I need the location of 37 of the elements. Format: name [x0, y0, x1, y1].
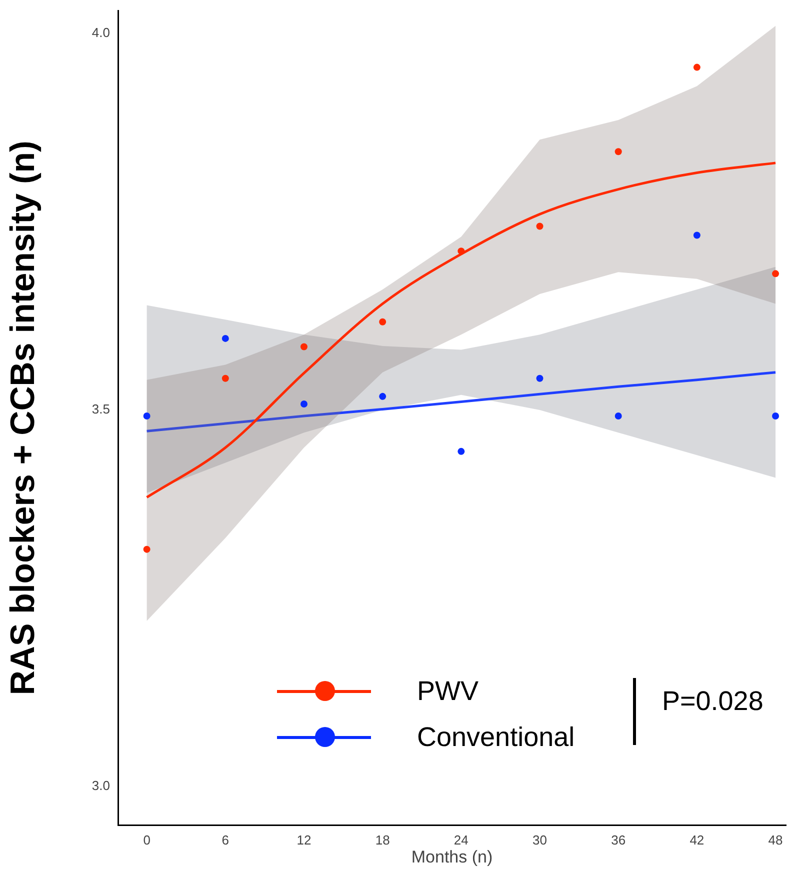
line-series — [146, 162, 777, 499]
point — [143, 546, 150, 553]
point — [772, 270, 780, 278]
x-tick-label: 18 — [375, 832, 390, 848]
x-tick-label: 6 — [222, 832, 230, 848]
point — [458, 248, 465, 255]
point — [379, 318, 386, 326]
point — [222, 374, 229, 382]
point — [614, 148, 622, 156]
y-axis-title: RAS blockers + CCBs intensity (n) — [4, 140, 42, 696]
point — [772, 412, 780, 420]
x-tick-label: 24 — [454, 832, 468, 848]
x-tick-label: 12 — [296, 832, 312, 848]
y-tick-label: 3.0 — [92, 778, 110, 794]
point — [693, 64, 700, 71]
point — [458, 448, 465, 455]
point — [300, 343, 308, 350]
legend-label: Conventional — [417, 722, 575, 752]
point — [536, 222, 544, 230]
point — [143, 412, 150, 420]
point — [693, 232, 700, 239]
y-tick-label: 4.0 — [92, 24, 110, 40]
point — [222, 334, 229, 342]
x-tick-label: 42 — [690, 832, 704, 848]
annotation: P=0.028 — [662, 686, 764, 717]
point — [379, 392, 386, 400]
line-series — [146, 371, 777, 432]
point — [300, 400, 308, 408]
point — [536, 374, 544, 382]
x-axis-title: Months (n) — [411, 847, 493, 866]
x-tick-label: 0 — [143, 832, 150, 848]
y-tick-label: 3.5 — [92, 402, 110, 417]
point — [614, 412, 622, 420]
x-tick-label: 36 — [611, 832, 626, 848]
x-tick-label: 30 — [532, 832, 547, 848]
x-tick-label: 48 — [768, 832, 783, 848]
legend-label: PWV — [417, 676, 479, 706]
